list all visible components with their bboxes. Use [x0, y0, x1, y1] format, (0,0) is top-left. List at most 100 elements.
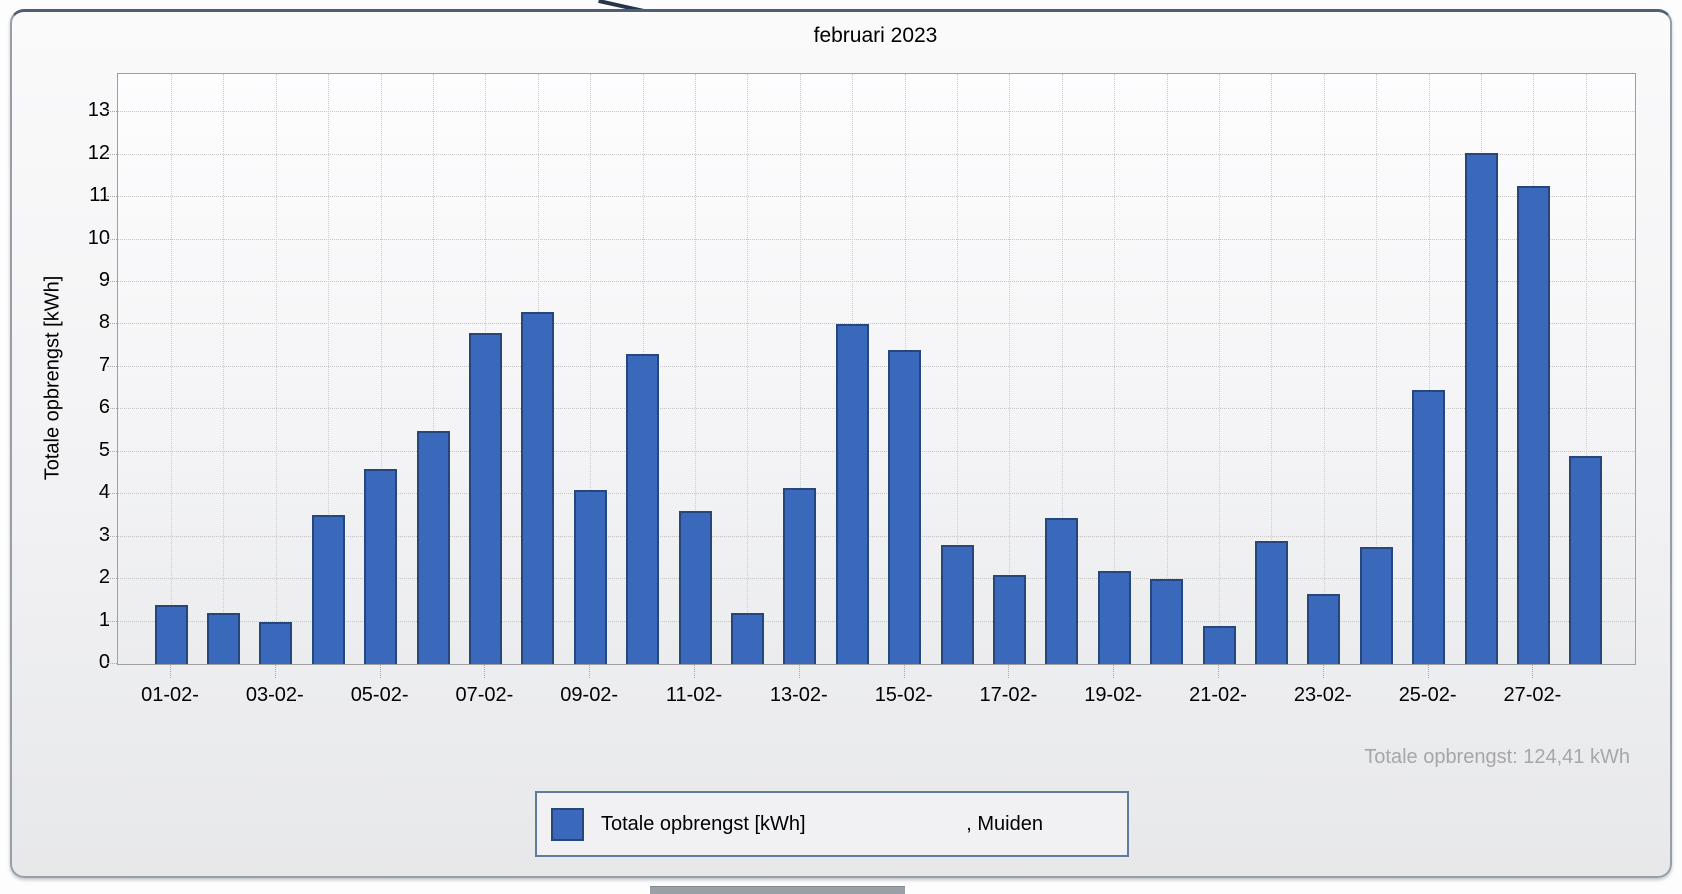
- y-gridline: [118, 281, 1635, 282]
- x-tick-mark: [903, 664, 905, 678]
- x-gridline: [328, 74, 330, 664]
- bar-day-21[interactable]: [1202, 626, 1236, 664]
- x-gridline: [223, 74, 225, 664]
- y-gridline: [118, 111, 1635, 113]
- x-gridline: [1585, 74, 1587, 664]
- bar-day-10[interactable]: [626, 354, 660, 664]
- x-gridline: [957, 74, 958, 664]
- y-tick-mark: [107, 323, 117, 325]
- plot-area: [117, 73, 1636, 665]
- bar-day-5[interactable]: [364, 469, 398, 664]
- bar-day-14[interactable]: [835, 324, 869, 664]
- x-gridline: [1166, 74, 1168, 664]
- x-tick-label: 01-02-: [141, 684, 199, 706]
- y-tick-label: 3: [98, 523, 110, 546]
- y-tick-mark: [107, 578, 117, 580]
- y-tick-mark: [107, 535, 117, 537]
- x-tick-label: 09-02-: [560, 684, 619, 706]
- bar-day-26[interactable]: [1464, 153, 1498, 664]
- y-tick-label: 9: [98, 268, 110, 291]
- x-tick-label: 19-02-: [1084, 684, 1143, 706]
- y-tick-label: 4: [98, 481, 110, 504]
- bar-day-28[interactable]: [1569, 456, 1603, 664]
- bar-day-18[interactable]: [1045, 518, 1079, 664]
- bar-day-15[interactable]: [888, 350, 922, 664]
- partial-element-bottom: [650, 886, 905, 894]
- total-yield-annotation: Totale opbrengst: 124,41 kWh: [1364, 746, 1630, 768]
- y-tick-label: 8: [98, 311, 110, 334]
- y-tick-label: 2: [98, 566, 110, 589]
- x-tick-mark: [589, 664, 591, 678]
- y-gridline: [118, 365, 1635, 367]
- bar-day-20[interactable]: [1150, 579, 1184, 664]
- y-gridline: [118, 323, 1635, 325]
- y-gridline: [118, 493, 1635, 495]
- bar-day-9[interactable]: [573, 490, 607, 664]
- y-gridline: [118, 450, 1635, 452]
- bar-day-12[interactable]: [730, 613, 764, 664]
- x-tick-label: 25-02-: [1398, 684, 1457, 706]
- x-tick-mark: [1322, 664, 1324, 678]
- x-tick-mark: [1218, 664, 1219, 678]
- y-tick-label: 6: [98, 396, 110, 419]
- bar-day-13[interactable]: [783, 488, 817, 664]
- y-tick-mark: [107, 663, 117, 664]
- bar-day-23[interactable]: [1307, 594, 1341, 664]
- x-gridline: [1061, 74, 1063, 664]
- x-tick-mark: [170, 664, 171, 678]
- bar-day-2[interactable]: [206, 613, 240, 664]
- bar-day-17[interactable]: [992, 575, 1026, 664]
- x-gridline: [433, 74, 434, 664]
- x-tick-label: 27-02-: [1503, 684, 1562, 706]
- y-tick-mark: [107, 111, 117, 113]
- y-tick-mark: [107, 450, 117, 452]
- y-tick-label: 5: [98, 438, 110, 461]
- x-tick-mark: [274, 664, 276, 678]
- bar-day-19[interactable]: [1097, 571, 1131, 664]
- x-tick-mark: [798, 664, 800, 678]
- y-tick-mark: [107, 493, 117, 495]
- legend-box: Totale opbrengst [kWh] , Muiden: [535, 791, 1129, 857]
- x-gridline: [380, 74, 382, 664]
- y-gridline: [118, 578, 1635, 580]
- x-tick-mark: [379, 664, 381, 678]
- x-tick-mark: [1532, 664, 1534, 678]
- bar-day-11[interactable]: [678, 511, 712, 664]
- x-tick-mark: [694, 664, 695, 678]
- y-tick-label: 7: [98, 353, 110, 376]
- bar-day-22[interactable]: [1254, 541, 1288, 664]
- bar-day-1[interactable]: [154, 605, 188, 664]
- bar-day-27[interactable]: [1516, 186, 1550, 664]
- x-gridline: [747, 74, 749, 664]
- y-gridline: [118, 238, 1635, 240]
- y-tick-mark: [107, 408, 117, 410]
- x-tick-label: 05-02-: [350, 684, 409, 706]
- y-gridline: [118, 153, 1635, 155]
- x-gridline: [1271, 74, 1273, 664]
- x-tick-mark: [1427, 664, 1429, 678]
- chart-title: februari 2023: [813, 24, 938, 47]
- x-gridline: [799, 74, 801, 664]
- y-gridline: [118, 620, 1635, 622]
- bar-day-8[interactable]: [521, 312, 555, 664]
- bar-day-25[interactable]: [1412, 390, 1446, 664]
- bar-day-4[interactable]: [311, 515, 345, 664]
- x-tick-mark: [484, 664, 486, 678]
- legend-color-swatch: [551, 807, 584, 841]
- x-tick-label: 21-02-: [1189, 684, 1247, 706]
- bar-day-7[interactable]: [468, 333, 502, 664]
- bar-day-24[interactable]: [1359, 547, 1393, 664]
- x-tick-label: 23-02-: [1293, 684, 1352, 706]
- y-tick-mark: [107, 365, 117, 367]
- bar-day-3[interactable]: [259, 622, 293, 664]
- y-tick-label: 10: [87, 226, 110, 249]
- y-tick-label: 11: [89, 184, 110, 207]
- y-tick-label: 13: [87, 99, 110, 122]
- y-tick-mark: [107, 196, 117, 198]
- bar-day-6[interactable]: [416, 431, 450, 664]
- x-gridline: [171, 74, 172, 664]
- y-tick-mark: [107, 153, 117, 155]
- x-gridline: [1428, 74, 1430, 664]
- x-tick-label: 03-02-: [245, 684, 304, 706]
- bar-day-16[interactable]: [940, 545, 974, 664]
